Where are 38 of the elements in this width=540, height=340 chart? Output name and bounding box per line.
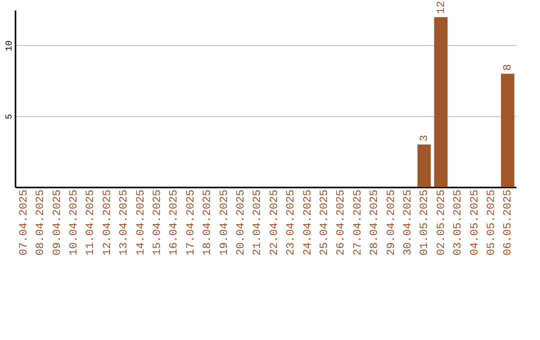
y-tick-label: 10 (4, 40, 14, 52)
x-tick-label: 26.04.2025 (336, 190, 348, 256)
x-tick-label: 13.04.2025 (118, 190, 131, 256)
x-tick-label: 19.04.2025 (218, 190, 231, 256)
x-tick-label: 27.04.2025 (352, 190, 364, 256)
x-tick-label: 12.04.2025 (102, 190, 114, 256)
y-tick-label: 5 (4, 114, 14, 120)
x-tick-label: 18.04.2025 (202, 190, 214, 256)
x-tick-label: 23.04.2025 (286, 190, 298, 256)
x-tick-label: 06.05.2025 (502, 190, 515, 256)
x-tick-label: 09.04.2025 (52, 190, 64, 256)
bar (417, 144, 431, 187)
x-tick-label: 29.04.2025 (386, 190, 398, 256)
x-tick-label: 15.04.2025 (152, 190, 164, 256)
x-tick-label: 20.04.2025 (235, 190, 248, 256)
x-tick-label: 11.04.2025 (85, 190, 98, 256)
x-tick-label: 05.05.2025 (486, 190, 498, 256)
x-tick-label: 21.04.2025 (252, 190, 264, 256)
x-tick-label: 30.04.2025 (402, 190, 414, 256)
x-tick-label: 28.04.2025 (369, 190, 382, 256)
x-tick-label: 22.04.2025 (268, 190, 281, 256)
x-tick-label: 24.04.2025 (302, 190, 314, 256)
data-label: 8 (502, 64, 515, 71)
x-tick-label: 14.04.2025 (135, 190, 148, 256)
x-tick-label: 04.05.2025 (469, 190, 482, 256)
x-tick-label: 03.05.2025 (452, 190, 465, 256)
bar (500, 74, 514, 187)
x-tick-label: 25.04.2025 (318, 190, 331, 256)
data-label: 12 (436, 0, 448, 14)
x-tick-label: 16.04.2025 (168, 190, 181, 256)
bar (434, 17, 448, 187)
x-tick-label: 01.05.2025 (419, 190, 432, 256)
x-tick-label: 08.04.2025 (35, 190, 48, 256)
x-tick-label: 02.05.2025 (436, 190, 448, 256)
x-tick-label: 17.04.2025 (185, 190, 198, 256)
data-label: 3 (419, 134, 432, 142)
x-tick-label: 10.04.2025 (68, 190, 80, 256)
x-tick-label: 07.04.2025 (18, 190, 30, 256)
